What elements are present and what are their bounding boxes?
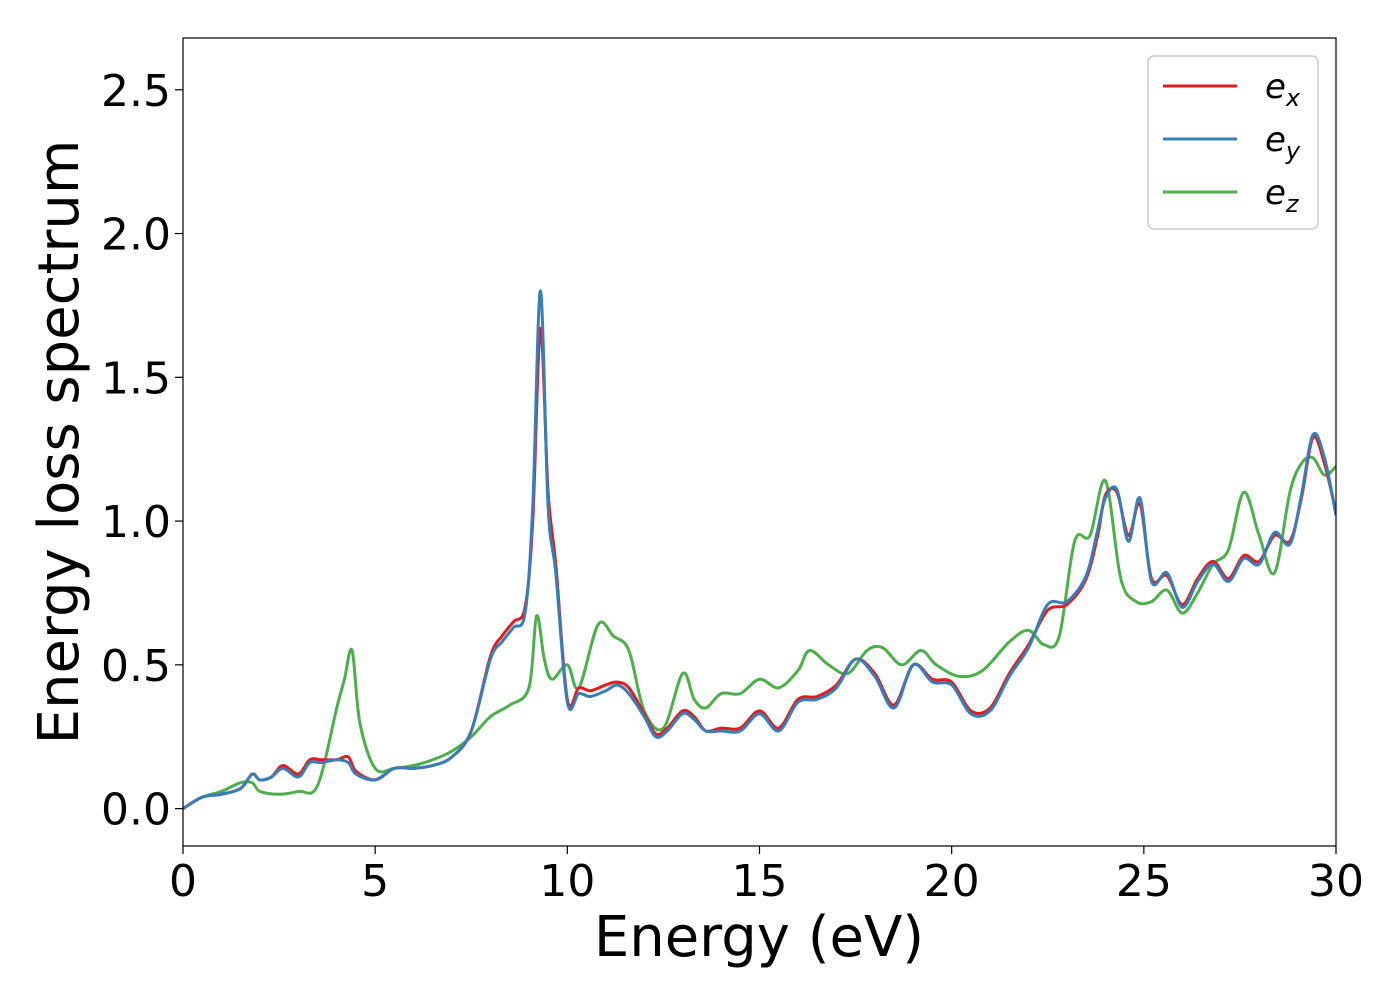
y-axis: 0.0 0.5 1.0 1.5 2.0 2.5 [101,66,183,836]
legend-label-ey: ey [1265,120,1301,165]
legend-label-base: e [1265,67,1286,107]
legend-box [1147,55,1319,230]
y-tick-label: 1.5 [101,353,171,404]
legend-label-base: e [1265,120,1286,160]
legend-label-subscript: x [1285,84,1301,112]
x-tick-label: 10 [539,856,595,907]
legend-label-base: e [1265,173,1286,213]
y-tick-label: 1.0 [101,497,171,548]
x-tick-label: 20 [924,856,980,907]
x-axis-label: Energy (eV) [594,905,924,970]
series-line-ez [183,455,1336,810]
x-axis: 0 5 10 15 20 25 30 [169,846,1364,907]
x-tick-label: 15 [732,856,788,907]
y-axis-label: Energy loss spectrum [27,140,92,745]
legend-label-subscript: z [1285,190,1300,218]
x-tick-label: 5 [361,856,389,907]
y-tick-label: 2.5 [101,66,171,117]
legend-label-subscript: y [1285,137,1301,165]
y-tick-label: 0.0 [101,785,171,836]
series-line-ey [183,289,1336,810]
x-tick-label: 30 [1308,856,1364,907]
legend-label-ex: ex [1265,67,1301,112]
y-tick-label: 0.5 [101,641,171,692]
legend-label-ez: ez [1265,173,1300,218]
x-tick-label: 25 [1116,856,1172,907]
x-tick-label: 0 [169,856,197,907]
y-tick-label: 2.0 [101,210,171,261]
series-layer [183,289,1336,810]
